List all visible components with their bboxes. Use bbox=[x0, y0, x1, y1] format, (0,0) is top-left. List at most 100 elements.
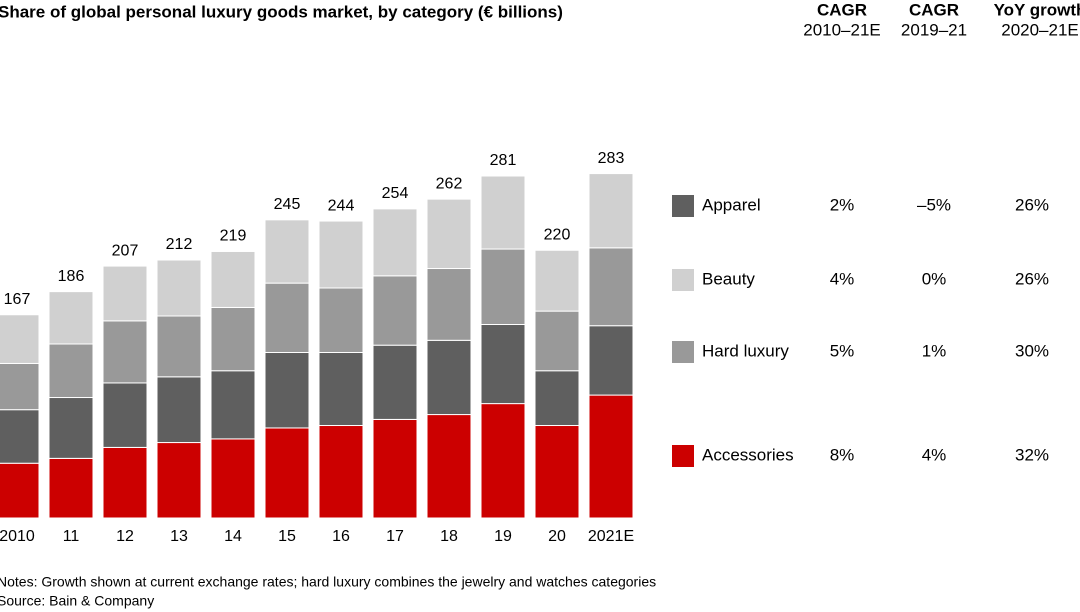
bar-segment bbox=[156, 315, 202, 378]
chart-title: Share of global personal luxury goods ma… bbox=[0, 2, 563, 21]
bar-segment bbox=[264, 282, 310, 353]
bar-segment bbox=[48, 291, 94, 345]
total-label: 186 bbox=[58, 268, 85, 285]
table-cell: 0% bbox=[922, 269, 947, 288]
bar-segment bbox=[588, 173, 634, 249]
x-tick-label: 11 bbox=[63, 528, 80, 545]
total-label: 207 bbox=[112, 242, 139, 259]
bar-segment bbox=[318, 351, 364, 427]
bar-segment bbox=[318, 287, 364, 353]
bar-segment bbox=[372, 275, 418, 346]
legend-swatch bbox=[672, 445, 694, 467]
bar-segment bbox=[534, 249, 580, 312]
bar-segment bbox=[48, 397, 94, 459]
x-tick-label: 18 bbox=[440, 528, 458, 545]
total-label: 281 bbox=[490, 152, 517, 169]
bar-segment bbox=[426, 268, 472, 341]
x-tick-label: 14 bbox=[224, 528, 242, 545]
x-tick-label: 16 bbox=[332, 528, 350, 545]
table-cell: 4% bbox=[830, 269, 855, 288]
bar-segment bbox=[0, 409, 40, 464]
bar-segment bbox=[0, 462, 40, 519]
bar-segment bbox=[102, 446, 148, 519]
bar-segment bbox=[210, 306, 256, 372]
x-tick-label: 12 bbox=[116, 528, 134, 545]
table-cell: 1% bbox=[922, 341, 947, 360]
bar-segment bbox=[102, 320, 148, 384]
bar-segment bbox=[156, 376, 202, 444]
note: Source: Bain & Company bbox=[0, 593, 154, 609]
bar-segment bbox=[318, 425, 364, 519]
table-cell: 8% bbox=[830, 445, 855, 464]
bar-segment bbox=[534, 310, 580, 372]
bar-segment bbox=[156, 259, 202, 317]
bar-segment bbox=[264, 351, 310, 429]
legend-label: Hard luxury bbox=[702, 341, 789, 360]
x-tick-label: 20 bbox=[548, 528, 566, 545]
total-label: 262 bbox=[436, 175, 463, 192]
bar-segment bbox=[0, 314, 40, 364]
bar-segment bbox=[318, 220, 364, 289]
table-cell: 5% bbox=[830, 341, 855, 360]
bar-segment bbox=[102, 382, 148, 448]
column-header: YoY growth bbox=[994, 0, 1080, 19]
total-label: 254 bbox=[382, 185, 409, 202]
column-header: CAGR bbox=[817, 0, 867, 19]
bar-segment bbox=[534, 425, 580, 519]
legend-swatch bbox=[672, 269, 694, 291]
legend-swatch bbox=[672, 341, 694, 363]
column-subheader: 2020–21E bbox=[1001, 20, 1079, 39]
bar-segment bbox=[426, 339, 472, 416]
x-tick-label: 13 bbox=[170, 528, 188, 545]
bar-segment bbox=[48, 343, 94, 399]
total-label: 283 bbox=[598, 150, 625, 167]
bar-segment bbox=[48, 457, 94, 519]
bar-segment bbox=[588, 325, 634, 396]
bar-segment bbox=[534, 370, 580, 427]
total-label: 219 bbox=[220, 228, 247, 245]
x-tick-label: 2021E bbox=[588, 528, 634, 545]
column-header: CAGR bbox=[909, 0, 959, 19]
bar-segment bbox=[0, 362, 40, 411]
bar-segment bbox=[480, 175, 526, 250]
legend-label: Apparel bbox=[702, 195, 761, 214]
bar-segment bbox=[210, 250, 256, 308]
table-cell: 30% bbox=[1015, 341, 1049, 360]
bar-segment bbox=[588, 394, 634, 519]
bar-segment bbox=[480, 248, 526, 325]
bar-segment bbox=[372, 418, 418, 519]
table-cell: 26% bbox=[1015, 195, 1049, 214]
bar-segment bbox=[156, 442, 202, 519]
x-tick-label: 17 bbox=[386, 528, 404, 545]
legend-label: Beauty bbox=[702, 269, 755, 288]
column-subheader: 2010–21E bbox=[803, 20, 881, 39]
bar-segment bbox=[372, 344, 418, 420]
x-tick-label: 2010 bbox=[0, 528, 35, 545]
total-label: 245 bbox=[274, 196, 301, 213]
bar-segment bbox=[372, 208, 418, 277]
bar-segment bbox=[480, 403, 526, 519]
x-tick-label: 19 bbox=[494, 528, 512, 545]
table-cell: 32% bbox=[1015, 445, 1049, 464]
bar-segment bbox=[264, 219, 310, 284]
total-label: 167 bbox=[4, 291, 31, 308]
total-label: 220 bbox=[544, 226, 571, 243]
legend-label: Accessories bbox=[702, 445, 794, 464]
total-label: 244 bbox=[328, 197, 355, 214]
bar-segment bbox=[102, 265, 148, 322]
legend-swatch bbox=[672, 195, 694, 217]
table-cell: 2% bbox=[830, 195, 855, 214]
bar-segment bbox=[588, 247, 634, 327]
table-cell: 26% bbox=[1015, 269, 1049, 288]
bar-segment bbox=[210, 370, 256, 440]
bar-segment bbox=[426, 198, 472, 270]
x-tick-label: 15 bbox=[278, 528, 296, 545]
table-cell: –5% bbox=[917, 195, 951, 214]
bar-segment bbox=[426, 414, 472, 519]
bar-segment bbox=[480, 323, 526, 405]
column-subheader: 2019–21 bbox=[901, 20, 967, 39]
table-cell: 4% bbox=[922, 445, 947, 464]
total-label: 212 bbox=[166, 236, 193, 253]
bar-segment bbox=[264, 427, 310, 519]
